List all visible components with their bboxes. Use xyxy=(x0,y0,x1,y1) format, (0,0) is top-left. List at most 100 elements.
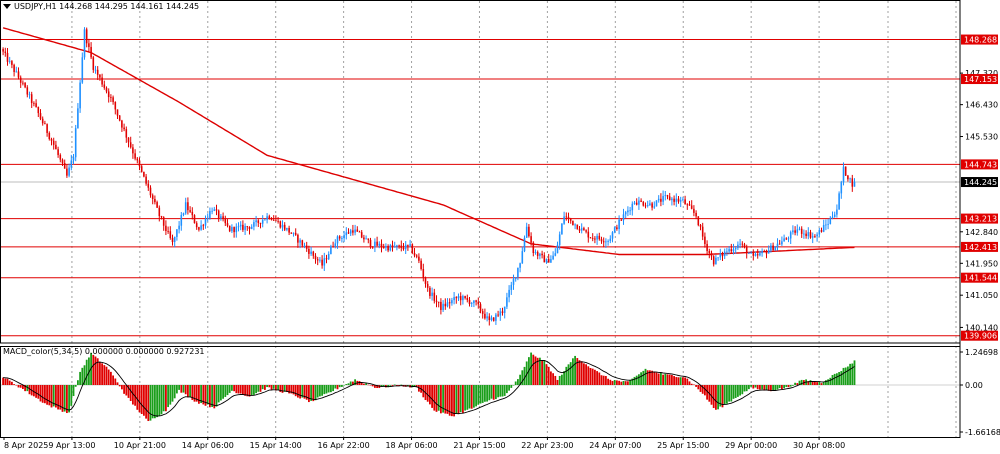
candle-body xyxy=(387,246,389,251)
macd-bar xyxy=(305,385,308,400)
macd-bar xyxy=(750,385,752,387)
candle xyxy=(257,219,260,228)
candle xyxy=(222,212,224,222)
candle-body xyxy=(283,224,286,230)
candle xyxy=(6,47,9,66)
candle-body xyxy=(787,238,790,240)
candle xyxy=(184,197,187,215)
macd-bar xyxy=(490,385,493,399)
candle xyxy=(255,215,257,227)
macd-bar xyxy=(297,385,299,398)
macd-bar xyxy=(567,364,570,385)
candle-body xyxy=(275,220,277,222)
time-tick-label: 25 Apr 15:00 xyxy=(657,441,709,450)
candle-body xyxy=(655,200,658,207)
macd-bar xyxy=(178,385,180,390)
candle xyxy=(805,230,807,239)
macd-bar xyxy=(182,385,185,393)
current-price-tag xyxy=(961,177,998,188)
candle xyxy=(440,298,442,315)
candle xyxy=(281,220,284,232)
candle xyxy=(583,226,585,231)
candle-body xyxy=(11,61,13,65)
candle-body xyxy=(433,292,436,301)
candle xyxy=(719,248,722,261)
macd-bar xyxy=(825,380,827,385)
macd-bar xyxy=(123,385,125,394)
price-level-label: 147.153 xyxy=(964,75,997,84)
candle xyxy=(334,239,337,249)
candle xyxy=(853,178,856,187)
price-axis[interactable]: 147.320 146.430 145.530 142.840 141.950 141.0… xyxy=(959,0,1000,437)
candle xyxy=(708,248,711,259)
candle-body xyxy=(528,226,530,237)
candle xyxy=(554,248,557,257)
candle xyxy=(464,295,466,300)
macd-bar xyxy=(682,377,684,385)
macd-bar xyxy=(393,384,396,385)
candle-body xyxy=(110,97,112,98)
macd-bar xyxy=(94,356,97,385)
candle-body xyxy=(803,233,805,235)
candle xyxy=(752,249,755,261)
candle xyxy=(767,245,770,254)
candle xyxy=(116,109,119,120)
candle-body xyxy=(756,254,759,256)
candle xyxy=(761,248,763,257)
candle-body xyxy=(605,241,607,243)
candle-body xyxy=(519,263,521,268)
macd-bar xyxy=(101,363,103,385)
candle-body xyxy=(572,220,574,225)
candle-body xyxy=(363,237,365,240)
candle-body xyxy=(640,200,642,202)
candle-body xyxy=(743,244,746,247)
candle-body xyxy=(57,149,59,155)
candle-body xyxy=(836,209,838,215)
time-tick-label: 22 Apr 23:00 xyxy=(521,441,573,450)
candle xyxy=(292,232,295,237)
grid-lines xyxy=(71,1,957,437)
candle xyxy=(666,194,669,200)
price-tick-label: 140.140 xyxy=(965,323,998,332)
candle xyxy=(365,235,367,240)
time-tick-label: 10 Apr 21:00 xyxy=(114,441,166,450)
candle-body xyxy=(310,251,312,254)
macd-bar xyxy=(369,385,372,386)
candle-body xyxy=(844,166,847,176)
macd-bar xyxy=(11,381,13,385)
candle xyxy=(319,257,321,263)
macd-bar xyxy=(226,385,229,396)
candle xyxy=(673,195,675,206)
macd-bar xyxy=(79,371,81,385)
candle-body xyxy=(211,210,213,212)
macd-bar xyxy=(759,385,761,390)
candle-body xyxy=(206,217,209,220)
candle-body xyxy=(699,225,702,227)
candle-body xyxy=(66,168,68,176)
candle xyxy=(424,276,427,288)
candle xyxy=(138,157,141,171)
time-tick-label: 29 Apr 00:00 xyxy=(725,441,777,450)
candle xyxy=(83,27,86,60)
macd-bar xyxy=(310,385,312,401)
candle-body xyxy=(831,216,834,218)
candle-body xyxy=(574,224,576,226)
macd-bar xyxy=(336,385,339,390)
candle xyxy=(286,227,288,232)
macd-bar xyxy=(112,375,114,385)
macd-bar xyxy=(811,381,814,385)
candle-body xyxy=(413,253,416,256)
candle xyxy=(704,232,706,248)
macd-bar xyxy=(169,385,172,405)
macd-bar xyxy=(679,377,682,385)
candle xyxy=(129,136,132,149)
candle-body xyxy=(420,260,422,270)
symbol-dropdown-icon[interactable] xyxy=(3,4,11,9)
candle-body xyxy=(794,230,796,233)
candle-body xyxy=(578,229,581,231)
candle xyxy=(85,27,88,48)
time-axis[interactable]: 8 Apr 2025 9 Apr 13:00 10 Apr 21:00 14 Apr … xyxy=(3,437,845,450)
candle-body xyxy=(343,235,345,239)
